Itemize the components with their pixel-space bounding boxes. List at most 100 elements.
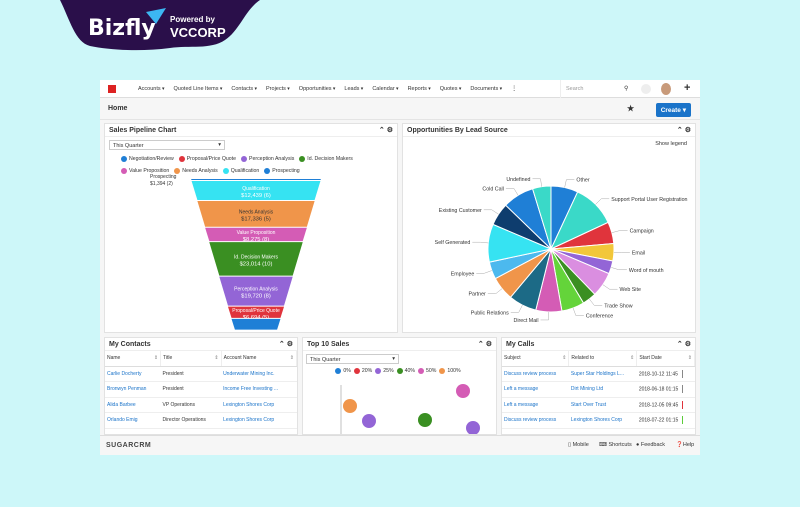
bubble[interactable] <box>418 413 432 427</box>
funnel-segment[interactable] <box>219 276 293 306</box>
funnel-segment[interactable] <box>205 227 307 242</box>
sugar-cube-icon[interactable] <box>108 84 116 93</box>
search-icon[interactable]: ⚲ <box>624 86 629 92</box>
top10-filter-select[interactable]: This Quarter <box>306 354 399 364</box>
column-header[interactable]: Account Name ⇕ <box>221 351 297 367</box>
nav-leads[interactable]: Leads <box>344 86 363 92</box>
table-cell[interactable]: Super Star Holdings L... <box>568 366 637 382</box>
legend-item[interactable]: Value Proposition <box>121 166 169 176</box>
table-cell[interactable]: Lexington Shores Corp <box>221 397 297 413</box>
funnel-segment[interactable] <box>191 181 321 201</box>
nav-calendar[interactable]: Calendar <box>372 86 398 92</box>
table-row[interactable]: Carlie Docherty President Underwater Minin… <box>105 366 297 382</box>
table-cell[interactable]: Bronwyn Penman <box>105 381 161 398</box>
collapse-settings-icon[interactable]: ⌃ ⚙ <box>676 341 691 348</box>
legend-item[interactable]: Prospecting <box>264 166 300 176</box>
table-cell[interactable]: Lexington Shores Corp <box>221 412 297 429</box>
legend-item[interactable]: Needs Analysis <box>174 166 218 176</box>
nav-documents[interactable]: Documents <box>470 86 502 92</box>
table-row[interactable]: Bronwyn Penman President Income Free Inves… <box>105 381 297 398</box>
plus-icon[interactable]: + <box>684 82 691 94</box>
table-row[interactable]: Discuss review process Lexington Shores C… <box>502 412 695 429</box>
table-row[interactable]: Left a message Start Over Trust 2018-12-05… <box>502 397 695 413</box>
table-cell[interactable]: Carlie Docherty <box>105 366 161 382</box>
bubble[interactable] <box>466 421 480 435</box>
collapse-settings-icon[interactable]: ⌃ ⚙ <box>676 127 691 134</box>
column-header[interactable]: Title ⇕ <box>160 351 222 367</box>
help-link[interactable]: ❓Help <box>676 442 695 448</box>
table-row[interactable]: Discuss review process Super Star Holding… <box>502 366 695 382</box>
legend-item[interactable]: Perception Analysis <box>241 154 294 164</box>
pipeline-filter-select[interactable]: This Quarter <box>109 140 225 150</box>
table-row[interactable]: Orlando Emig Director Operations Lexington… <box>105 412 297 429</box>
table-cell[interactable]: Orlando Emig <box>105 412 161 429</box>
table-cell[interactable]: Lexington Shores Corp <box>568 412 637 429</box>
legend-item[interactable]: 100% <box>439 368 461 374</box>
column-header[interactable]: Related to ⇕ <box>568 351 638 367</box>
avatar[interactable] <box>661 83 671 95</box>
nav-quotes[interactable]: Quotes <box>440 86 462 92</box>
pie-leader-line <box>487 288 503 294</box>
table-cell[interactable]: Left a message <box>502 381 569 398</box>
legend-item[interactable]: Proposal/Price Quote <box>178 154 236 164</box>
pie-leader-line <box>611 230 628 233</box>
funnel-segment[interactable] <box>209 242 303 276</box>
legend-item[interactable]: Qualification <box>222 166 259 176</box>
table-cell[interactable]: Underwater Mining Inc. <box>221 366 297 382</box>
table-row[interactable]: Left a message Dirt Mining Ltd 2018-06-18 … <box>502 381 695 398</box>
bubble[interactable] <box>362 414 376 428</box>
feedback-link[interactable]: ● Feedback <box>636 442 666 448</box>
table-cell[interactable]: Discuss review process <box>502 366 569 382</box>
table-cell[interactable]: Income Free Investing ... <box>221 381 297 398</box>
nav-quoted-line-items[interactable]: Quoted Line Items <box>174 86 223 92</box>
funnel-segment[interactable] <box>227 306 285 318</box>
table-cell[interactable]: Dirt Mining Ltd <box>568 381 637 398</box>
table-cell[interactable]: Alida Barbee <box>105 397 161 413</box>
table-row[interactable]: Alida Barbee VP Operations Lexington Shore… <box>105 397 297 413</box>
show-legend-link[interactable]: Show legend <box>655 141 687 147</box>
funnel-segment[interactable] <box>191 179 321 180</box>
nav-projects[interactable]: Projects <box>266 86 290 92</box>
pie-leader-line <box>472 241 489 244</box>
collapse-settings-icon[interactable]: ⌃ ⚙ <box>378 127 393 134</box>
create-button[interactable]: Create ▾ <box>655 103 691 117</box>
nav-contacts[interactable]: Contacts <box>231 86 257 92</box>
legend-item[interactable]: 20% <box>353 368 372 374</box>
more-icon[interactable]: ⋮ <box>511 86 518 92</box>
legend-item[interactable]: 25% <box>375 368 394 374</box>
mobile-label: Mobile <box>572 442 589 448</box>
search-input[interactable]: Search <box>560 80 638 98</box>
mobile-link[interactable]: ▯ Mobile <box>568 442 589 448</box>
funnel-label: $8,275 (8) <box>243 237 269 243</box>
table-cell[interactable]: Left a message <box>502 397 569 413</box>
legend-item[interactable]: 50% <box>418 368 436 374</box>
column-header[interactable]: Name ⇕ <box>105 351 162 367</box>
sort-icon[interactable]: ⇕ <box>153 355 159 362</box>
collapse-settings-icon[interactable]: ⌃ ⚙ <box>477 341 492 348</box>
sort-icon[interactable]: ⇕ <box>562 355 567 362</box>
column-header[interactable]: Start Date ⇕ <box>636 351 695 367</box>
collapse-settings-icon[interactable]: ⌃ ⚙ <box>278 341 293 348</box>
legend-item[interactable]: 0% <box>335 368 351 374</box>
shortcuts-link[interactable]: ⌨ Shortcuts <box>599 442 632 448</box>
sort-icon[interactable]: ⇕ <box>214 355 219 362</box>
nav-accounts[interactable]: Accounts <box>138 86 165 92</box>
sort-icon[interactable]: ⇕ <box>289 355 294 362</box>
notifications-icon[interactable] <box>641 84 651 94</box>
bubble[interactable] <box>456 384 470 398</box>
favorite-star-icon[interactable]: ★ <box>627 104 635 113</box>
nav-reports[interactable]: Reports <box>408 86 431 92</box>
pie-slice[interactable] <box>531 185 552 250</box>
sort-icon[interactable]: ⇕ <box>630 355 635 362</box>
funnel-segment[interactable] <box>231 318 281 330</box>
table-cell[interactable]: Start Over Trust <box>568 397 637 413</box>
nav-opportunities[interactable]: Opportunities <box>299 86 336 92</box>
legend-item[interactable]: 40% <box>396 368 415 374</box>
bubble[interactable] <box>343 399 357 413</box>
column-header[interactable]: Subject ⇕ <box>502 351 570 367</box>
legend-item[interactable]: Id. Decision Makers <box>299 154 353 164</box>
legend-item[interactable]: Negotiation/Review <box>121 154 174 164</box>
table-cell[interactable]: Discuss review process <box>502 412 569 429</box>
funnel-segment[interactable] <box>197 201 315 227</box>
sort-icon[interactable]: ⇕ <box>687 355 692 362</box>
